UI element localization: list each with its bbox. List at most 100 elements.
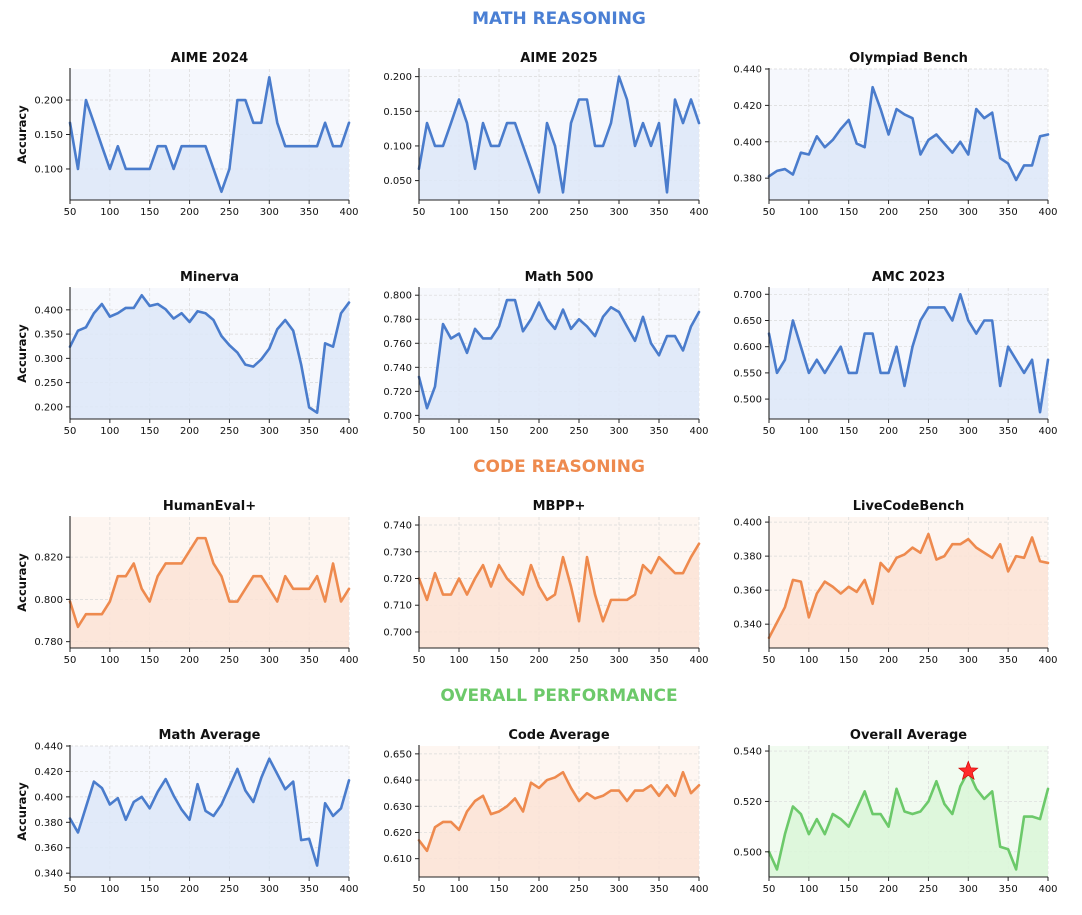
series-line (417, 298, 701, 410)
data-point (340, 312, 342, 314)
series-area (769, 87, 1048, 200)
data-point (340, 600, 342, 602)
x-tick-label: 250 (569, 426, 588, 437)
x-tick-label: 100 (799, 655, 818, 666)
y-tick-label: 0.350 (34, 330, 63, 341)
series-area (419, 76, 699, 200)
y-tick-label: 0.100 (383, 141, 412, 152)
panel-title: LiveCodeBench (853, 499, 965, 514)
data-point (967, 538, 969, 540)
x-tick-label: 250 (919, 655, 938, 666)
x-tick-label: 200 (529, 207, 548, 218)
x-tick-label: 200 (180, 426, 199, 437)
data-point (133, 562, 135, 564)
x-tick-label: 150 (489, 426, 508, 437)
data-point (562, 191, 564, 193)
data-point (228, 786, 230, 788)
data-point (674, 98, 676, 100)
data-point (260, 122, 262, 124)
x-tick-label: 100 (100, 655, 119, 666)
x-tick-label: 350 (649, 426, 668, 437)
data-point (943, 803, 945, 805)
data-point (196, 783, 198, 785)
data-point (871, 813, 873, 815)
panel-title: AMC 2023 (872, 270, 945, 285)
panel-amc-2023: 50 100 150 200 250 300 350 400 0.500 0.550 0.600 0.… (733, 270, 1057, 437)
data-point (610, 306, 612, 308)
data-point (482, 122, 484, 124)
y-tick-label: 0.150 (383, 107, 412, 118)
x-tick-label: 250 (220, 207, 239, 218)
data-point (180, 312, 182, 314)
data-point (117, 797, 119, 799)
panel-olympiad-bench: 50 100 150 200 250 300 350 400 0.380 0.400 0.420 0.… (733, 51, 1057, 218)
data-point (943, 555, 945, 557)
data-point (490, 585, 492, 587)
data-point (991, 111, 993, 113)
data-point (586, 792, 588, 794)
x-tick-label: 150 (140, 426, 159, 437)
data-point (316, 145, 318, 147)
data-point (832, 813, 834, 815)
data-point (450, 593, 452, 595)
data-point (666, 564, 668, 566)
data-point (220, 575, 222, 577)
data-point (586, 325, 588, 327)
data-point (149, 305, 151, 307)
data-point (578, 98, 580, 100)
data-point (316, 575, 318, 577)
y-tick-label: 0.820 (34, 553, 63, 564)
x-tick-label: 250 (919, 426, 938, 437)
data-point (999, 157, 1001, 159)
x-tick-label: 300 (959, 884, 978, 895)
x-tick-label: 150 (140, 655, 159, 666)
data-point (156, 145, 158, 147)
series-line (417, 770, 701, 853)
data-point (117, 145, 119, 147)
x-tick-label: 400 (1038, 884, 1057, 895)
data-point (1031, 815, 1033, 817)
x-tick-label: 350 (300, 207, 319, 218)
section-title-code: CODE REASONING (473, 457, 645, 477)
data-point (474, 168, 476, 170)
data-point (951, 151, 953, 153)
data-point (172, 317, 174, 319)
data-point (840, 592, 842, 594)
data-point (634, 145, 636, 147)
data-point (935, 133, 937, 135)
data-point (300, 588, 302, 590)
data-point (442, 593, 444, 595)
x-tick-label: 300 (260, 207, 279, 218)
data-point (887, 825, 889, 827)
y-tick-label: 0.500 (733, 395, 762, 406)
y-axis-label: Accuracy (15, 553, 29, 612)
data-point (284, 788, 286, 790)
data-point (1047, 359, 1049, 361)
data-point (999, 385, 1001, 387)
data-point (1031, 536, 1033, 538)
data-point (228, 168, 230, 170)
data-point (618, 311, 620, 313)
data-point (808, 616, 810, 618)
data-point (919, 552, 921, 554)
data-point (642, 122, 644, 124)
data-point (776, 621, 778, 623)
data-point (514, 797, 516, 799)
data-point (634, 340, 636, 342)
y-axis-label: Accuracy (15, 324, 29, 383)
data-point (999, 846, 1001, 848)
data-point (324, 802, 326, 804)
data-point (133, 307, 135, 309)
x-tick-label: 100 (449, 655, 468, 666)
data-point (340, 145, 342, 147)
data-point (618, 789, 620, 791)
data-point (260, 777, 262, 779)
panel-overall-average: 50 100 150 200 250 300 350 400 0.500 0.520 0.540 Ov… (733, 728, 1057, 895)
data-point (466, 810, 468, 812)
y-tick-label: 0.700 (383, 411, 412, 422)
data-point (196, 145, 198, 147)
data-point (188, 145, 190, 147)
y-tick-label: 0.100 (34, 164, 63, 175)
data-point (172, 562, 174, 564)
x-tick-label: 300 (609, 655, 628, 666)
